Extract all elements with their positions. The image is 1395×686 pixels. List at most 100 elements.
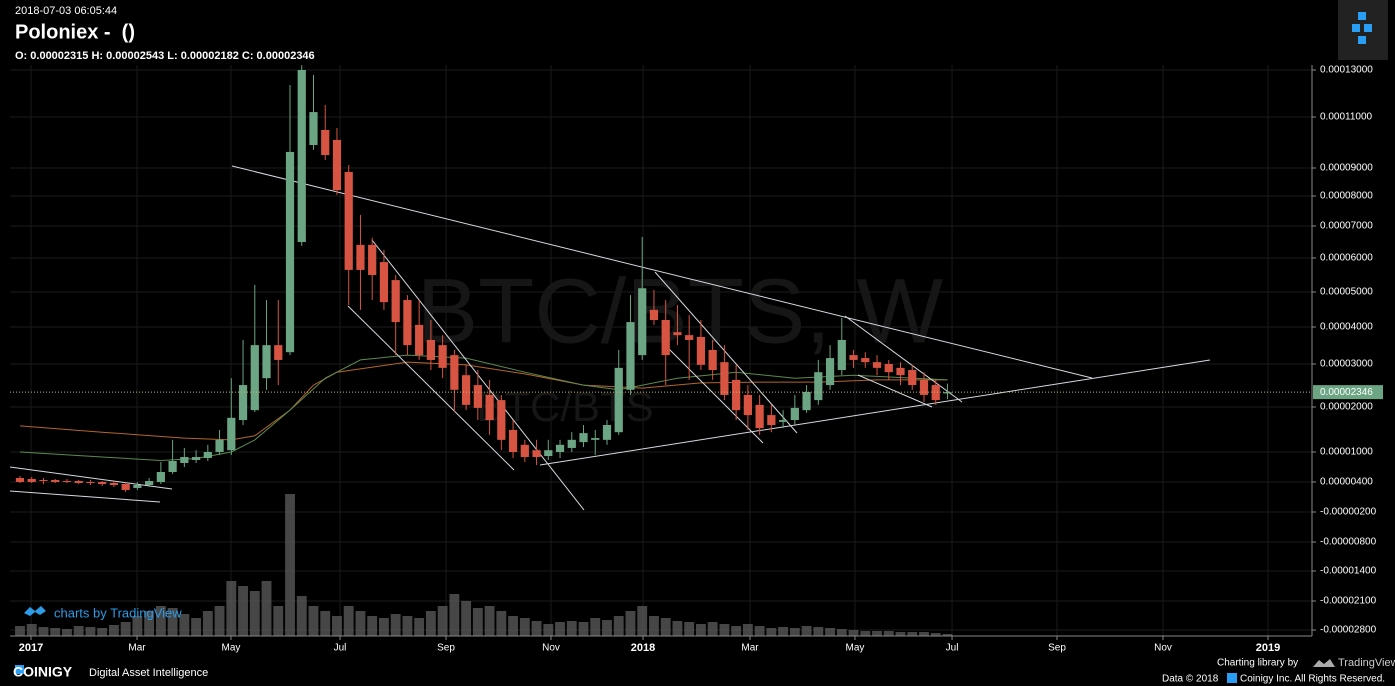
volume-bar [15, 626, 25, 636]
volume-bar [144, 611, 155, 636]
volume-bar [484, 606, 495, 636]
candle-body [579, 433, 588, 443]
volume-bar [414, 618, 425, 636]
volume-bar [496, 611, 507, 636]
volume-bar [367, 616, 378, 636]
y-tick-label: 0.00003000 [1320, 359, 1373, 370]
y-tick-label: 0.00001000 [1320, 447, 1373, 458]
volume-bar [343, 606, 354, 636]
last-price-label: 0.00002346 [1320, 387, 1373, 398]
candle-body [802, 391, 811, 411]
y-tick-label: -0.00000800 [1320, 537, 1377, 548]
volume-bar [26, 624, 37, 636]
candle-body [191, 457, 201, 460]
logo-square [1358, 12, 1366, 20]
candle-body [825, 358, 835, 386]
volume-bar [919, 632, 929, 636]
candle-body [415, 324, 424, 356]
candle-body [285, 151, 295, 353]
watermark-sub: BTC/BTS [476, 383, 653, 430]
x-tick-label: May [845, 643, 864, 654]
y-tick-label: 0.00004000 [1320, 322, 1373, 333]
volume-bar [731, 626, 742, 636]
candle-body [262, 345, 271, 379]
volume-bar [519, 618, 530, 636]
chart-title: Poloniex - () [15, 21, 135, 43]
candle-body [555, 444, 565, 452]
candle-body [473, 385, 482, 408]
candle-body [203, 452, 212, 458]
library-icon [1313, 659, 1335, 667]
candle-body [861, 358, 870, 363]
candle-body [109, 483, 119, 485]
y-tick-label: -0.00001400 [1320, 566, 1377, 577]
candle-body [309, 112, 318, 146]
candle-body [332, 139, 342, 191]
volume-bar [437, 606, 448, 636]
volume-bar [449, 594, 460, 636]
y-tick-label: -0.00002100 [1320, 596, 1377, 607]
volume-bar [132, 616, 143, 636]
volume-layer [15, 494, 953, 636]
candle-body [943, 392, 952, 394]
candle-body [74, 481, 83, 483]
trend-line [9, 490, 161, 503]
x-tick-label: Mar [741, 643, 759, 654]
candle-body [602, 425, 612, 440]
candle-body [379, 262, 389, 303]
volume-bar [108, 625, 119, 636]
candle-body [86, 482, 95, 483]
logo-box [1338, 0, 1388, 60]
volume-bar [602, 620, 612, 636]
candle-body [626, 322, 635, 390]
candle-body [438, 345, 447, 368]
candle-body [837, 339, 846, 371]
volume-bar [249, 591, 260, 636]
y-tick-label: 0.00000400 [1320, 477, 1373, 488]
volume-bar [332, 616, 342, 636]
candle-body [778, 420, 788, 422]
volume-bar [742, 624, 753, 636]
candle-body [497, 400, 506, 440]
library-name: TradingView [1338, 657, 1395, 669]
volume-bar [155, 606, 166, 636]
volume-bar [390, 614, 401, 636]
trend-line [347, 305, 515, 471]
volume-bar [378, 618, 389, 636]
trend-line [664, 344, 764, 444]
attribution[interactable]: charts by TradingView [54, 605, 182, 620]
candle-body [403, 300, 412, 346]
y-tick-label: 0.00005000 [1320, 287, 1373, 298]
volume-bar [73, 626, 84, 636]
candle-body [121, 484, 130, 490]
ohlc-legend: O: 0.00002315 H: 0.00002543 L: 0.0000218… [15, 50, 315, 62]
volume-bar [120, 622, 131, 636]
x-tick-label: Jul [334, 643, 347, 654]
volume-bar [848, 630, 859, 636]
x-tick-label: May [221, 643, 240, 654]
tradingview-icon [24, 606, 46, 616]
copyright-year: Data © 2018 [1162, 674, 1219, 685]
volume-bar [942, 634, 953, 636]
candle-layer [15, 65, 952, 492]
volume-bar [238, 586, 248, 636]
x-tick-label: 2017 [19, 642, 43, 654]
volume-bar [930, 633, 941, 636]
y-tick-label: 0.00013000 [1320, 65, 1373, 76]
volume-bar [97, 628, 108, 636]
candle-body [567, 439, 576, 448]
volume-bar [273, 606, 284, 636]
library-label: Charting library by [1217, 658, 1298, 669]
volume-bar [555, 622, 565, 636]
x-tick-label: Mar [128, 643, 146, 654]
candle-body [356, 244, 365, 270]
x-tick-label: 2019 [1256, 642, 1280, 654]
candle-body [297, 70, 306, 242]
copyright-owner: Coinigy Inc. All Rights Reserved. [1240, 674, 1385, 685]
logo-square [1352, 24, 1360, 32]
candle-body [908, 370, 917, 386]
y-tick-label: 0.00007000 [1320, 221, 1373, 232]
candle-body [685, 335, 694, 340]
candle-body [520, 444, 529, 457]
volume-bar [472, 608, 483, 636]
